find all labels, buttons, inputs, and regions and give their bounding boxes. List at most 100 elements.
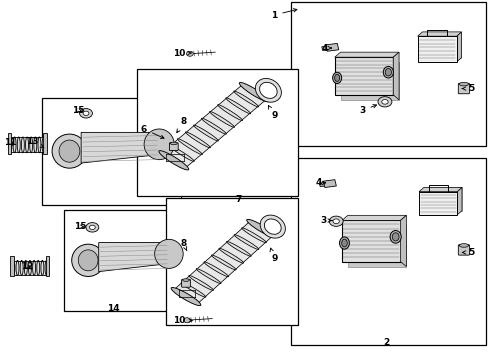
Ellipse shape — [241, 228, 266, 243]
Ellipse shape — [17, 137, 20, 153]
Bar — [422, 32, 461, 58]
Bar — [42, 98, 181, 205]
Text: 9: 9 — [268, 105, 277, 120]
Ellipse shape — [38, 137, 41, 153]
Ellipse shape — [185, 132, 210, 148]
Polygon shape — [334, 52, 398, 57]
Ellipse shape — [25, 137, 28, 153]
Ellipse shape — [225, 98, 250, 114]
Ellipse shape — [196, 269, 221, 284]
Bar — [290, 158, 485, 345]
Ellipse shape — [255, 78, 281, 102]
Ellipse shape — [169, 145, 194, 161]
Polygon shape — [319, 183, 324, 187]
Ellipse shape — [226, 242, 251, 256]
Ellipse shape — [242, 84, 266, 100]
Ellipse shape — [186, 51, 193, 56]
Text: 4: 4 — [321, 44, 331, 53]
Ellipse shape — [181, 282, 205, 297]
Polygon shape — [325, 44, 338, 51]
Ellipse shape — [52, 134, 87, 168]
Ellipse shape — [339, 237, 349, 249]
Ellipse shape — [41, 260, 44, 275]
Bar — [423, 187, 461, 211]
Ellipse shape — [377, 97, 391, 107]
Text: 10: 10 — [173, 49, 191, 58]
Bar — [417, 36, 456, 62]
Bar — [166, 198, 298, 325]
FancyBboxPatch shape — [181, 279, 190, 287]
Ellipse shape — [188, 275, 213, 291]
Ellipse shape — [16, 260, 19, 275]
Text: 15: 15 — [74, 222, 86, 231]
Polygon shape — [323, 180, 336, 188]
Bar — [290, 3, 485, 146]
Ellipse shape — [458, 244, 468, 247]
Bar — [10, 137, 43, 152]
Ellipse shape — [332, 72, 341, 84]
Bar — [418, 192, 456, 215]
Polygon shape — [162, 85, 265, 168]
FancyBboxPatch shape — [169, 143, 178, 150]
Text: 4: 4 — [315, 178, 325, 187]
Text: 8: 8 — [180, 239, 186, 251]
Ellipse shape — [34, 137, 37, 153]
Bar — [341, 220, 400, 262]
Polygon shape — [392, 52, 398, 100]
Ellipse shape — [72, 244, 104, 276]
Bar — [13, 261, 46, 275]
Ellipse shape — [260, 215, 285, 238]
Polygon shape — [456, 32, 461, 62]
Ellipse shape — [20, 260, 23, 275]
Text: 3: 3 — [359, 105, 376, 115]
Text: 1: 1 — [270, 9, 296, 19]
Ellipse shape — [389, 230, 400, 243]
Ellipse shape — [45, 260, 48, 275]
Polygon shape — [400, 215, 406, 267]
Text: 14: 14 — [106, 303, 119, 312]
Text: 11: 11 — [4, 138, 17, 147]
Polygon shape — [99, 243, 168, 272]
Ellipse shape — [170, 142, 177, 145]
Bar — [347, 225, 406, 267]
Ellipse shape — [334, 75, 339, 81]
Bar — [42, 133, 46, 154]
Bar — [340, 62, 398, 100]
Ellipse shape — [21, 137, 24, 153]
Ellipse shape — [201, 118, 226, 134]
Ellipse shape — [83, 111, 89, 116]
Ellipse shape — [12, 260, 15, 275]
Ellipse shape — [219, 248, 243, 263]
Ellipse shape — [59, 140, 80, 162]
Ellipse shape — [159, 150, 188, 170]
Ellipse shape — [259, 82, 277, 98]
Ellipse shape — [171, 288, 201, 306]
Ellipse shape — [341, 239, 346, 247]
Ellipse shape — [182, 279, 189, 282]
Ellipse shape — [33, 260, 36, 275]
Text: 6: 6 — [141, 125, 163, 138]
Bar — [10, 137, 43, 152]
FancyBboxPatch shape — [457, 245, 468, 255]
Ellipse shape — [13, 137, 16, 153]
Ellipse shape — [233, 91, 258, 107]
Text: 13: 13 — [25, 137, 44, 147]
Ellipse shape — [328, 216, 343, 226]
Ellipse shape — [144, 129, 174, 159]
Text: 3: 3 — [320, 216, 331, 225]
Ellipse shape — [86, 222, 99, 232]
Text: 10: 10 — [173, 316, 192, 325]
Text: 15: 15 — [72, 105, 85, 114]
Ellipse shape — [246, 219, 276, 238]
Ellipse shape — [458, 82, 468, 86]
Ellipse shape — [381, 99, 387, 104]
Ellipse shape — [264, 219, 281, 234]
Ellipse shape — [183, 318, 190, 323]
Polygon shape — [341, 215, 406, 220]
Ellipse shape — [80, 109, 92, 118]
Ellipse shape — [154, 239, 183, 269]
Ellipse shape — [211, 255, 236, 270]
Ellipse shape — [217, 105, 242, 121]
Polygon shape — [456, 187, 461, 215]
Ellipse shape — [173, 289, 198, 304]
